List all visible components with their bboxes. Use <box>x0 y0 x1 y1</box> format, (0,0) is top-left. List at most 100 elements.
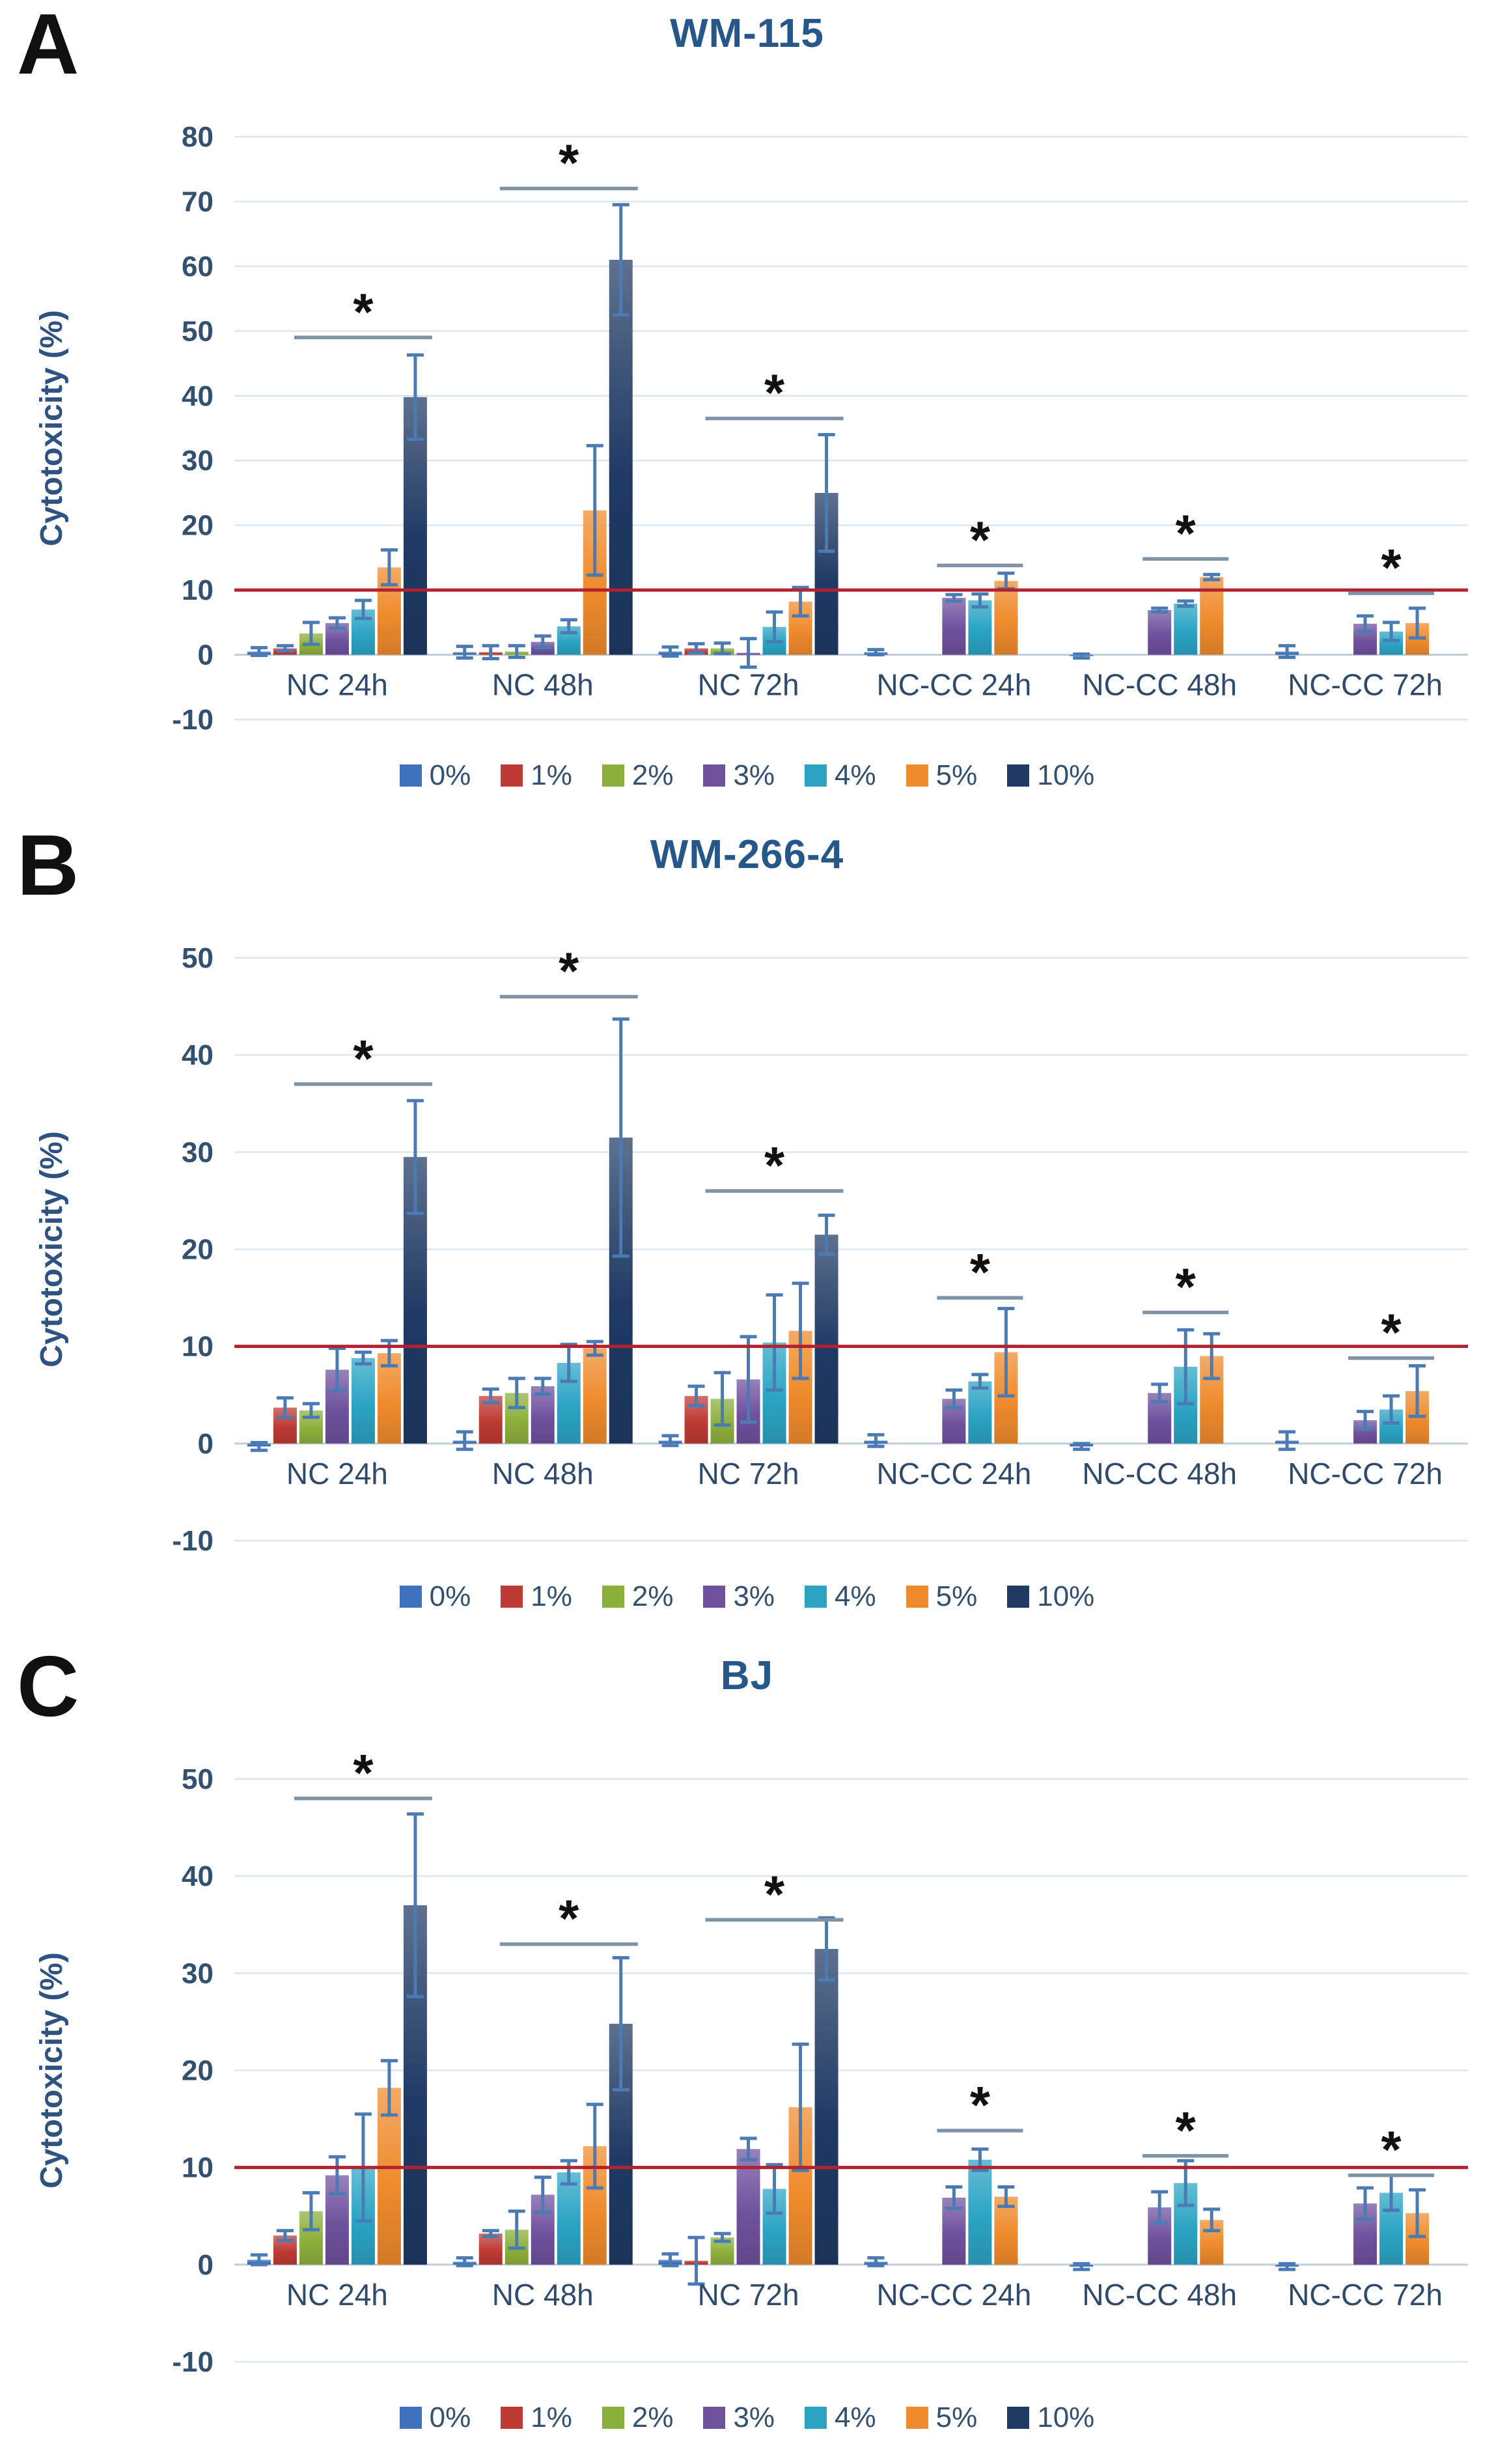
sig-asterisk: * <box>1381 1304 1402 1362</box>
legend-label: 10% <box>1037 2401 1095 2433</box>
error-bars <box>250 203 1426 669</box>
legend-label: 3% <box>733 1580 775 1612</box>
sig-asterisk: * <box>970 511 991 568</box>
legend-item-5%: 5% <box>906 759 977 792</box>
sig-asterisk: * <box>970 2076 991 2134</box>
x-category-label: NC-CC 48h <box>1082 668 1237 702</box>
y-tick-label: 50 <box>182 942 214 974</box>
sig-asterisk: * <box>1381 539 1402 596</box>
panel-letter-c: C <box>17 1638 79 1734</box>
panel-letter-b: B <box>17 817 79 913</box>
y-tick-label: 30 <box>182 445 214 477</box>
x-category-label: NC 48h <box>492 1457 594 1491</box>
y-tick-label: 0 <box>198 639 214 671</box>
legend-item-1%: 1% <box>501 1580 572 1613</box>
sig-asterisk: * <box>353 1744 374 1802</box>
legend-label: 10% <box>1037 759 1095 791</box>
panel-title-bj: BJ <box>720 1653 774 1698</box>
legend-item-0%: 0% <box>399 2401 471 2434</box>
legend-swatch-2% <box>602 764 624 787</box>
legend-label: 2% <box>631 2401 674 2433</box>
legend-swatch-4% <box>805 1586 827 1608</box>
sig-asterisk: * <box>1176 1257 1197 1315</box>
legend-label: 0% <box>429 759 471 791</box>
legend-label: 1% <box>531 2401 572 2433</box>
legend-label: 2% <box>631 759 674 791</box>
bar-NC 24h-4% <box>351 1358 375 1444</box>
panel-title-wm115: WM-115 <box>670 11 824 56</box>
legend-panel-a: 0% 1% 2% 3% 4% 5% 10% <box>0 759 1494 792</box>
legend-swatch-4% <box>805 2407 827 2429</box>
legend-item-1%: 1% <box>501 759 572 792</box>
legend-swatch-0% <box>399 2407 422 2429</box>
bar-NC 48h-3% <box>531 1386 555 1444</box>
legend-swatch-0% <box>399 764 422 787</box>
legend-item-10%: 10% <box>1007 759 1094 792</box>
y-tick-label: 20 <box>182 1234 214 1266</box>
x-category-label: NC 24h <box>286 1457 388 1491</box>
y-tick-label: 20 <box>182 2055 214 2087</box>
sig-asterisk: * <box>764 364 785 422</box>
y-tick-label: 20 <box>182 510 214 542</box>
y-tick-label: 0 <box>198 2249 214 2281</box>
legend-swatch-10% <box>1007 764 1030 787</box>
legend-item-4%: 4% <box>805 2401 876 2434</box>
legend-swatch-10% <box>1007 2407 1030 2429</box>
x-category-label: NC 48h <box>492 668 594 702</box>
y-tick-label: -10 <box>172 704 214 736</box>
x-axis-labels: NC 24h NC 48h NC 72h NC-CC 24h NC-CC 48h NC-C… <box>286 1457 1443 1491</box>
legend-swatch-3% <box>703 764 726 787</box>
y-axis-label: Cytotoxicity (%) <box>35 1131 69 1367</box>
legend-swatch-2% <box>602 2407 624 2429</box>
bars <box>247 259 1430 656</box>
legend-swatch-2% <box>602 1586 624 1608</box>
legend-label: 5% <box>935 2401 978 2433</box>
sig-asterisk: * <box>970 1243 991 1301</box>
bar-NC-CC 48h-4% <box>1174 603 1198 655</box>
panel-title-wm266-4: WM-266-4 <box>650 832 844 877</box>
legend-label: 1% <box>531 1580 572 1612</box>
bar-NC 48h-10% <box>609 259 633 655</box>
sig-asterisk: * <box>1381 2121 1402 2179</box>
significance-markers: * * * * * * <box>294 942 1435 1362</box>
legend-label: 4% <box>835 1580 876 1612</box>
legend-item-1%: 1% <box>501 2401 572 2434</box>
sig-asterisk: * <box>559 1890 579 1948</box>
error-bars <box>250 1017 1426 1452</box>
legend-item-0%: 0% <box>399 1580 471 1613</box>
legend-swatch-10% <box>1007 1586 1030 1608</box>
x-category-label: NC-CC 24h <box>877 1457 1032 1491</box>
x-category-label: NC-CC 72h <box>1288 1457 1443 1491</box>
legend-item-5%: 5% <box>906 2401 978 2434</box>
y-axis-label: Cytotoxicity (%) <box>35 1952 69 2189</box>
legend-label: 5% <box>935 1580 978 1612</box>
panel-a: -10 0 10 20 30 40 50 60 70 80 * * * * * * NC 24h NC 48h NC… <box>0 0 1494 821</box>
x-category-label: NC 72h <box>698 2278 799 2312</box>
legend-swatch-0% <box>399 1586 422 1608</box>
x-axis-labels: NC 24h NC 48h NC 72h NC-CC 24h NC-CC 48h NC-C… <box>286 668 1443 702</box>
legend-item-2%: 2% <box>602 759 674 792</box>
legend-label: 0% <box>429 2401 471 2433</box>
legend-item-2%: 2% <box>602 2401 674 2434</box>
significance-markers: * * * * * * <box>294 1744 1435 2179</box>
x-category-label: NC-CC 72h <box>1288 2278 1443 2312</box>
legend-item-0%: 0% <box>399 759 471 792</box>
sig-asterisk: * <box>1176 504 1197 562</box>
y-tick-label: 40 <box>182 380 214 412</box>
bar-NC-CC 48h-3% <box>1148 609 1172 655</box>
x-category-label: NC-CC 24h <box>877 2278 1032 2312</box>
legend-swatch-5% <box>906 2407 928 2429</box>
bar-NC 48h-4% <box>557 2172 581 2265</box>
bar-NC 24h-5% <box>377 1353 401 1444</box>
legend-panel-c: 0% 1% 2% 3% 4% 5% 10% <box>0 2401 1494 2434</box>
legend-panel-b: 0% 1% 2% 3% 4% 5% 10% <box>0 1580 1494 1613</box>
legend-swatch-5% <box>906 1586 928 1608</box>
sig-asterisk: * <box>1176 2101 1197 2159</box>
legend-item-5%: 5% <box>906 1580 978 1613</box>
y-tick-label: 40 <box>182 1860 214 1892</box>
y-tick-label: 10 <box>182 1331 214 1363</box>
